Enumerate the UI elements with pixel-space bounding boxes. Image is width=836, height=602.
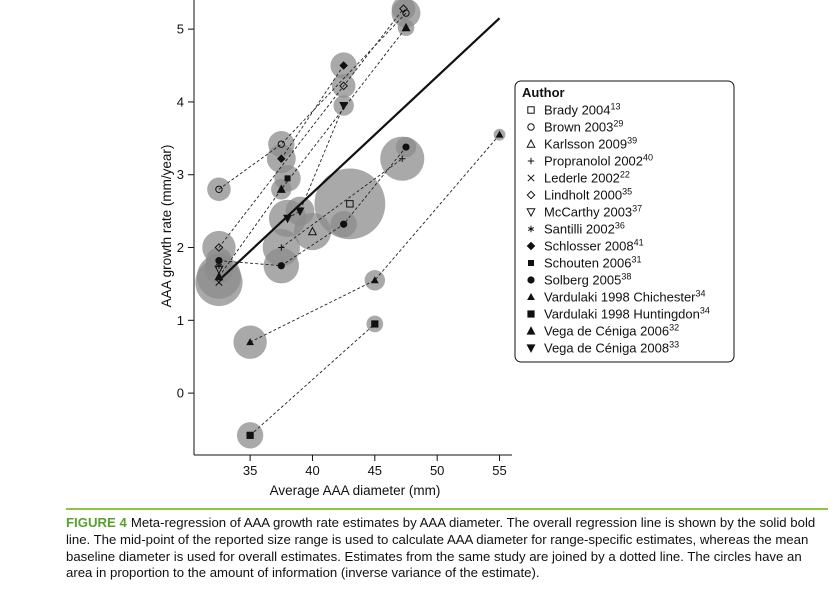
legend-symbol-mccarthy-2003 <box>526 208 536 218</box>
legend-symbol-santilli-2002 <box>527 225 535 233</box>
legend-item-schlosser-2008: Schlosser 200841 <box>544 238 644 254</box>
legend-symbol-vardulaki-1998-huntingdon <box>527 310 535 318</box>
legend-symbol-schlosser-2008 <box>526 241 536 251</box>
point-propranolol-2002-2 <box>399 155 406 162</box>
point-lindholt-2000-1 <box>214 243 224 252</box>
link-solberg-2005 <box>218 146 407 267</box>
x-tick-label-40: 40 <box>305 463 319 478</box>
point-lindholt-2000-2 <box>339 81 349 91</box>
legend-symbol-lederle-2002 <box>527 174 535 182</box>
point-brady-2004-1 <box>346 200 354 208</box>
legend-symbol-karlsson-2009 <box>526 138 536 148</box>
y-tick-label-0: 0 <box>177 386 184 401</box>
point-schlosser-2008-1 <box>277 154 286 163</box>
bubble-lindholt-2000-3 <box>391 0 416 21</box>
y-tick-label-5: 5 <box>177 22 184 37</box>
legend-item-vega-de-ceniga-2006: Vega de Céniga 200632 <box>544 323 679 339</box>
x-tick-label-45: 45 <box>368 463 382 478</box>
figure-caption: FIGURE 4 Meta-regression of AAA growth ra… <box>66 508 828 582</box>
link-brown-2003 <box>218 12 407 190</box>
point-vega-de-ceniga-2008-3 <box>339 101 349 111</box>
legend-symbol-schouten-2006 <box>528 259 535 266</box>
y-tick-label-2: 2 <box>177 240 184 255</box>
legend-item-schouten-2006: Schouten 200631 <box>544 255 641 271</box>
x-axis-title: Average AAA diameter (mm) <box>270 483 441 498</box>
legend-symbol-vega-de-ceniga-2008 <box>526 344 536 353</box>
link-propranolol-2002 <box>281 158 403 248</box>
point-brown-2003-1 <box>215 185 223 193</box>
point-solberg-2005-2 <box>277 262 285 270</box>
point-lindholt-2000-3 <box>399 4 408 14</box>
x-tick-label-50: 50 <box>430 463 444 478</box>
point-propranolol-2002-1 <box>278 244 285 251</box>
link-vardulaki-1998-chichester <box>249 134 500 343</box>
point-vega-de-ceniga-2008-1 <box>283 214 292 224</box>
point-vardulaki-1998-chichester-2 <box>370 276 379 284</box>
point-schouten-2006-1 <box>284 175 291 182</box>
x-tick-label-55: 55 <box>492 463 506 478</box>
y-tick-label-4: 4 <box>177 94 184 109</box>
legend-item-vega-de-ceniga-2008: Vega de Céniga 200833 <box>544 340 679 356</box>
legend-item-vardulaki-1998-huntingdon: Vardulaki 1998 Huntingdon34 <box>544 306 710 322</box>
point-vardulaki-1998-huntingdon-1 <box>246 431 254 439</box>
legend-symbol-brown-2003 <box>527 123 535 131</box>
legend-symbol-vega-de-ceniga-2006 <box>526 326 536 335</box>
link-vega-de-ceniga-2008 <box>287 105 345 219</box>
legend-symbol-solberg-2005 <box>527 276 535 284</box>
point-schlosser-2008-2 <box>339 61 348 70</box>
point-brown-2003-2 <box>277 140 285 148</box>
legend-item-brady-2004: Brady 200413 <box>544 102 621 118</box>
point-vega-de-ceniga-2006-1 <box>214 271 224 281</box>
legend-symbol-vardulaki-1998-chichester <box>527 292 535 301</box>
point-vega-de-ceniga-2008-2 <box>295 207 305 216</box>
point-vardulaki-1998-chichester-3 <box>495 130 504 138</box>
link-schlosser-2008 <box>280 65 345 159</box>
legend-symbol-propranolol-2002 <box>527 157 535 165</box>
point-vardulaki-1998-huntingdon-2 <box>371 320 379 328</box>
legend-item-santilli-2002: Santilli 200236 <box>544 221 625 237</box>
point-karlsson-2009-1 <box>307 226 318 236</box>
legend-item-brown-2003: Brown 200329 <box>544 119 623 135</box>
legend-item-mccarthy-2003: McCarthy 200337 <box>544 204 642 220</box>
legend-item-vardulaki-1998-chichester: Vardulaki 1998 Chichester34 <box>544 289 706 305</box>
legend-item-solberg-2005: Solberg 200538 <box>544 272 631 288</box>
legend-symbol-brady-2004 <box>527 106 535 114</box>
link-lindholt-2000 <box>218 8 404 248</box>
legend-item-karlsson-2009: Karlsson 200939 <box>544 136 637 152</box>
y-axis-title: AAA growth rate (mm/year) <box>159 145 174 308</box>
regression-line <box>218 17 501 282</box>
point-solberg-2005-3 <box>340 220 348 228</box>
link-vardulaki-1998-huntingdon <box>249 323 376 436</box>
legend-item-propranolol-2002: Propranolol 200240 <box>544 153 653 169</box>
caption-text: Meta-regression of AAA growth rate estim… <box>66 515 816 581</box>
legend-symbol-lindholt-2000 <box>526 190 536 200</box>
x-tick-label-35: 35 <box>243 463 257 478</box>
y-tick-label-3: 3 <box>177 167 184 182</box>
point-vardulaki-1998-chichester-1 <box>246 338 254 346</box>
y-tick-label-1: 1 <box>177 313 184 328</box>
point-lederle-2002-1 <box>215 278 223 287</box>
point-solberg-2005-1 <box>215 257 223 265</box>
legend-title: Author <box>522 85 565 100</box>
point-solberg-2005-4 <box>402 143 410 151</box>
legend-box <box>514 80 735 363</box>
point-vega-de-ceniga-2006-2 <box>276 184 286 193</box>
point-vega-de-ceniga-2006-3 <box>401 22 411 32</box>
legend-item-lindholt-2000: Lindholt 200035 <box>544 187 632 203</box>
figure-label: FIGURE 4 <box>66 515 127 530</box>
legend-item-lederle-2002: Lederle 200222 <box>544 170 630 186</box>
